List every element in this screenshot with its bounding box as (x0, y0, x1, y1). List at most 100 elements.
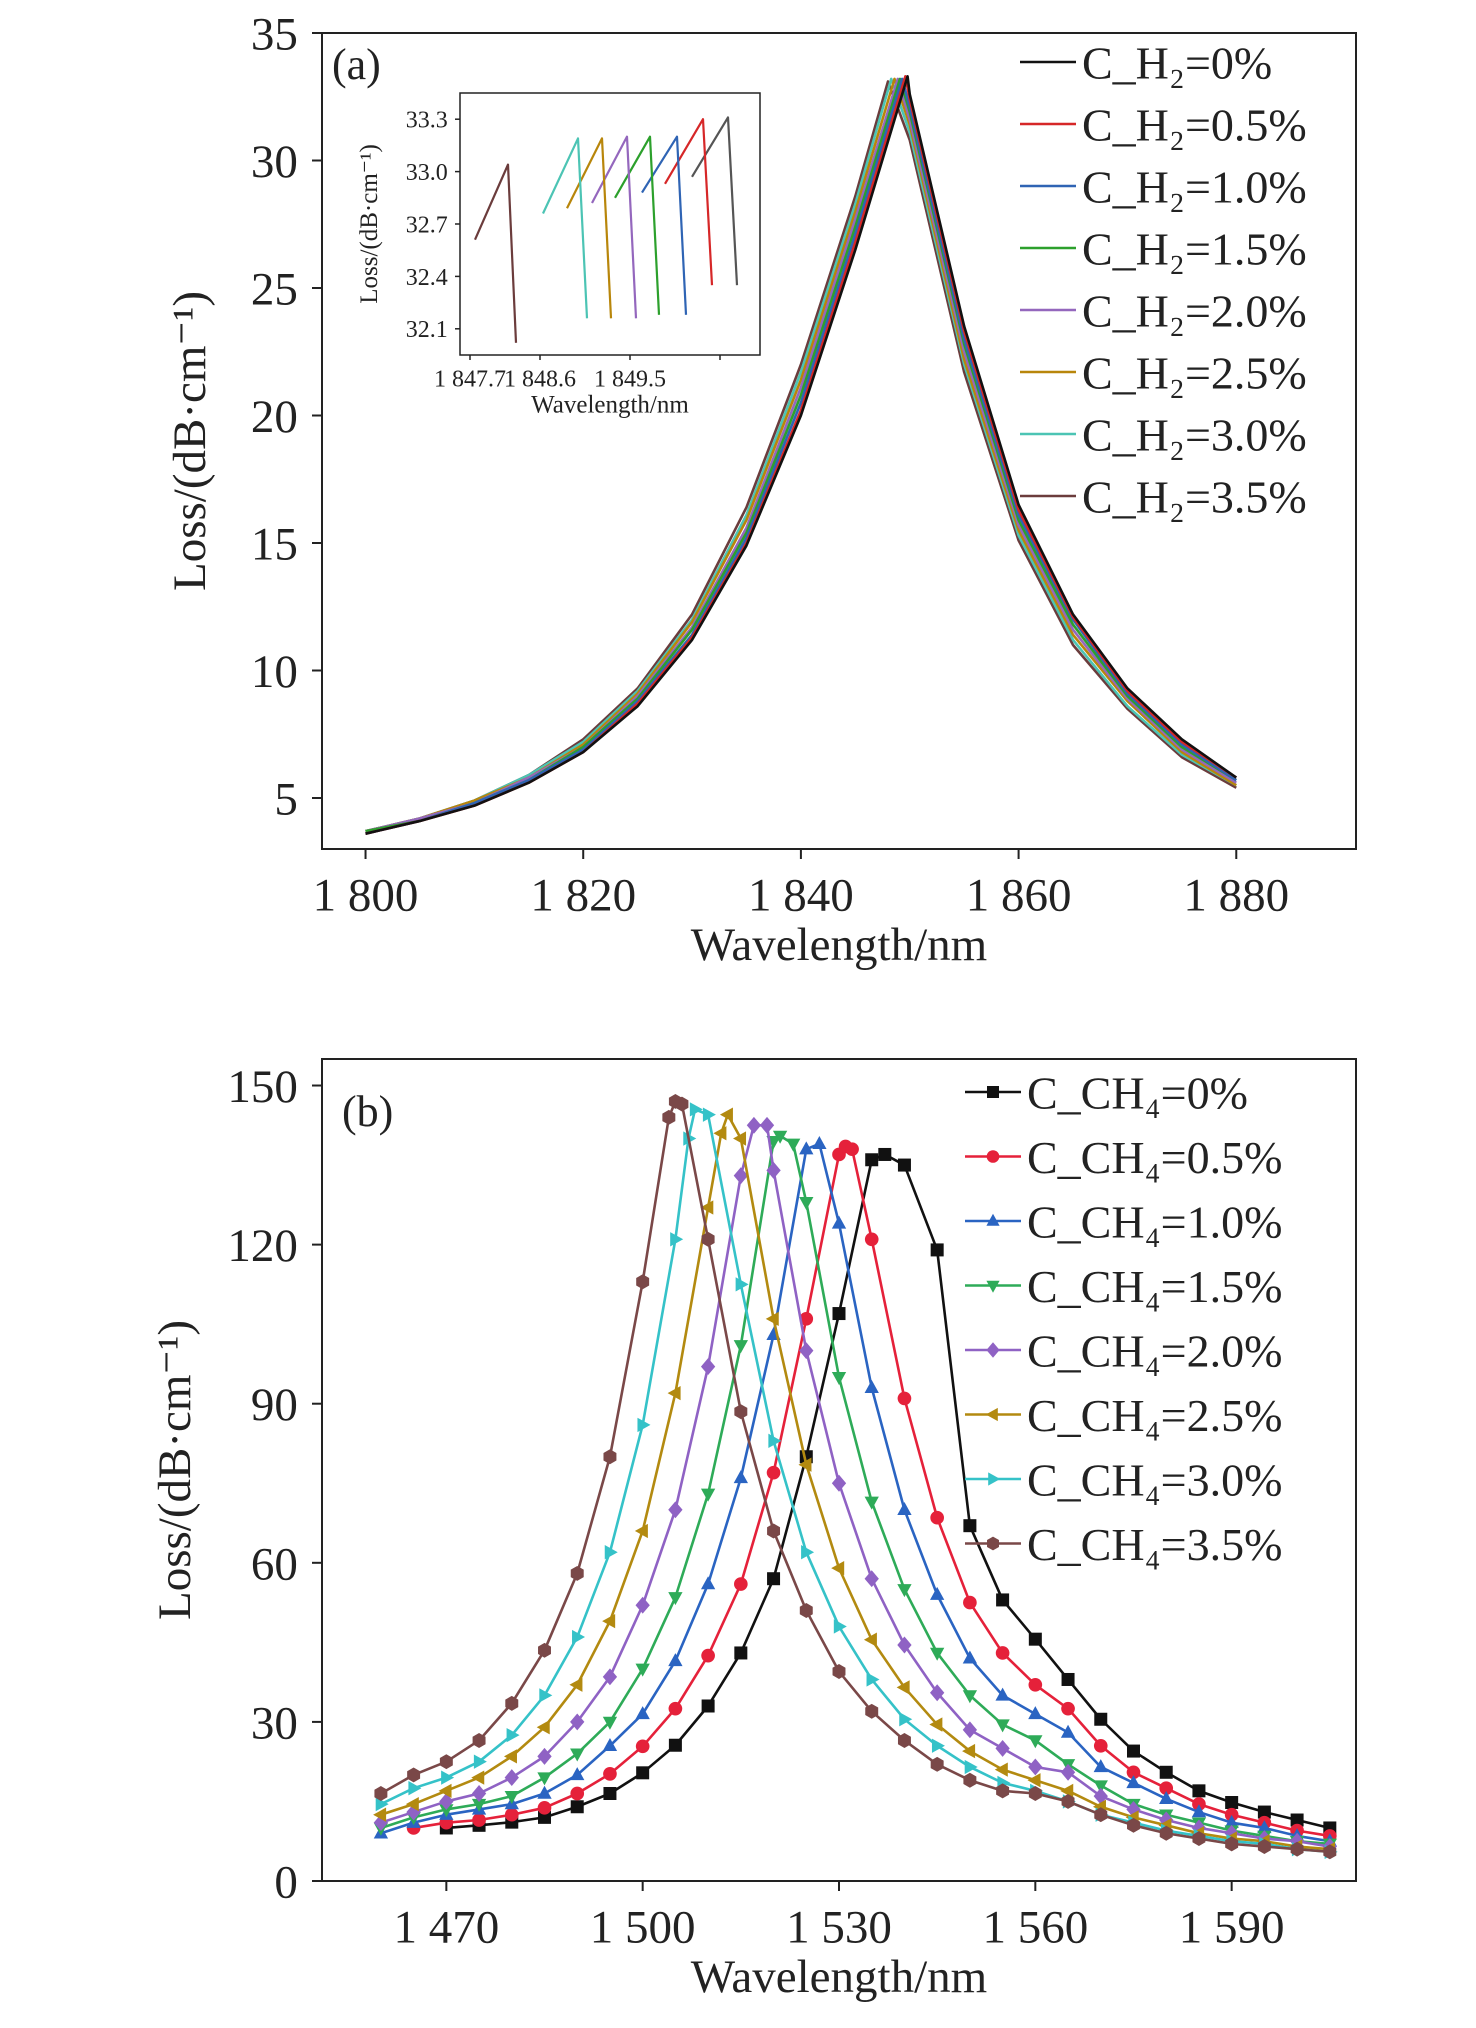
legend-label: C_H₂=2.0% (1082, 286, 1307, 337)
y-axis-label: Loss/(dB·cm⁻¹) (164, 291, 216, 591)
data-point (602, 1613, 616, 1629)
data-point (930, 1243, 944, 1257)
data-point (962, 1721, 978, 1739)
data-point (931, 1738, 945, 1753)
data-point (668, 1738, 682, 1752)
data-point (962, 1690, 978, 1704)
data-point (1159, 1791, 1174, 1804)
data-point (1126, 1775, 1141, 1789)
data-point (636, 1274, 650, 1290)
inset-y-tick-label: 32.4 (406, 265, 448, 291)
data-point (1127, 1817, 1140, 1833)
data-point (373, 1807, 387, 1822)
data-point (405, 1796, 419, 1812)
data-point (570, 1767, 585, 1781)
data-point (963, 1595, 977, 1610)
inset-x-tick-label: 1 849.5 (594, 366, 666, 392)
panel-label: (b) (342, 1087, 393, 1136)
data-point (602, 1668, 618, 1686)
data-point (1290, 1813, 1304, 1827)
inset-y-tick-label: 32.1 (406, 317, 448, 343)
data-point (602, 1716, 618, 1730)
data-point (570, 1713, 585, 1731)
data-point (636, 1766, 650, 1780)
data-point (504, 1790, 519, 1804)
data-point (700, 1488, 716, 1502)
data-point (536, 1720, 550, 1735)
data-point (765, 1311, 779, 1327)
legend-label: C_H₂=3.5% (1082, 472, 1307, 523)
data-point (473, 1754, 487, 1769)
data-point (1061, 1672, 1075, 1686)
data-point (1257, 1820, 1272, 1834)
data-point (407, 1767, 421, 1783)
data-point (702, 1107, 716, 1122)
data-point (603, 1449, 617, 1465)
data-point (831, 1560, 845, 1576)
x-axis-label: Wavelength/nm (691, 919, 987, 971)
data-point (503, 1749, 517, 1764)
data-point (899, 1712, 913, 1727)
legend-label: C_CH₄=2.5% (1027, 1390, 1282, 1441)
y-axis-label: Loss/(dB·cm⁻¹) (149, 1320, 201, 1620)
data-point (603, 1767, 617, 1781)
data-point (570, 1748, 585, 1762)
data-point (878, 1147, 892, 1161)
data-point (767, 1523, 781, 1539)
data-point (1093, 1787, 1108, 1805)
data-point (1257, 1839, 1271, 1854)
inset-y-tick-label: 32.7 (406, 212, 448, 238)
x-tick-label: 1 820 (530, 870, 636, 922)
data-point (1060, 1783, 1074, 1798)
data-point (930, 1756, 944, 1772)
data-point (537, 1772, 552, 1786)
data-point (1126, 1765, 1141, 1780)
y-tick-label: 90 (251, 1379, 298, 1431)
data-point (506, 1728, 520, 1743)
legend-marker (987, 1536, 999, 1551)
data-point (733, 1167, 748, 1185)
inset-series-line (691, 116, 739, 286)
data-point (539, 1688, 553, 1703)
data-point (1224, 1807, 1239, 1822)
legend-label: C_CH₄=1.0% (1027, 1197, 1282, 1248)
data-point (995, 1687, 1010, 1701)
data-point (798, 1457, 812, 1472)
data-point (471, 1770, 485, 1785)
x-tick-label: 1 470 (393, 1902, 499, 1954)
data-point (733, 1340, 748, 1354)
data-point (635, 1739, 650, 1754)
data-point (375, 1796, 389, 1812)
legend-marker (988, 1472, 1001, 1486)
data-point (701, 1699, 715, 1713)
inset-series-line (473, 163, 518, 343)
data-point (896, 1680, 910, 1695)
data-point (504, 1769, 519, 1787)
data-point (603, 1786, 617, 1800)
data-point (408, 1781, 422, 1796)
legend-label: C_CH₄=3.5% (1027, 1519, 1282, 1570)
data-point (472, 1732, 486, 1748)
data-point (766, 1465, 781, 1480)
data-point (637, 1417, 651, 1433)
data-point (1094, 1807, 1108, 1823)
inset-x-tick-label: 1 848.6 (504, 366, 576, 392)
data-point (441, 1770, 455, 1785)
series-line (365, 75, 1238, 835)
inset-series-line (566, 137, 613, 319)
plot-frame (321, 32, 1357, 850)
data-point (734, 1646, 748, 1660)
data-point (766, 1161, 781, 1179)
data-point (799, 1196, 814, 1210)
legend-label: C_H₂=0% (1082, 38, 1272, 89)
panel-a: 1 800 1 820 1 840 1 860 1 880 5 10 15 20 25 30 35 Wa… (164, 8, 1357, 971)
data-point (863, 1632, 877, 1647)
data-point (471, 1798, 487, 1812)
data-point (537, 1747, 552, 1765)
data-point (1094, 1712, 1108, 1726)
data-point (866, 1672, 880, 1687)
y-tick-label: 120 (227, 1220, 298, 1272)
data-point (700, 1358, 716, 1376)
data-point (1060, 1724, 1076, 1738)
y-tick-label: 5 (274, 773, 298, 825)
